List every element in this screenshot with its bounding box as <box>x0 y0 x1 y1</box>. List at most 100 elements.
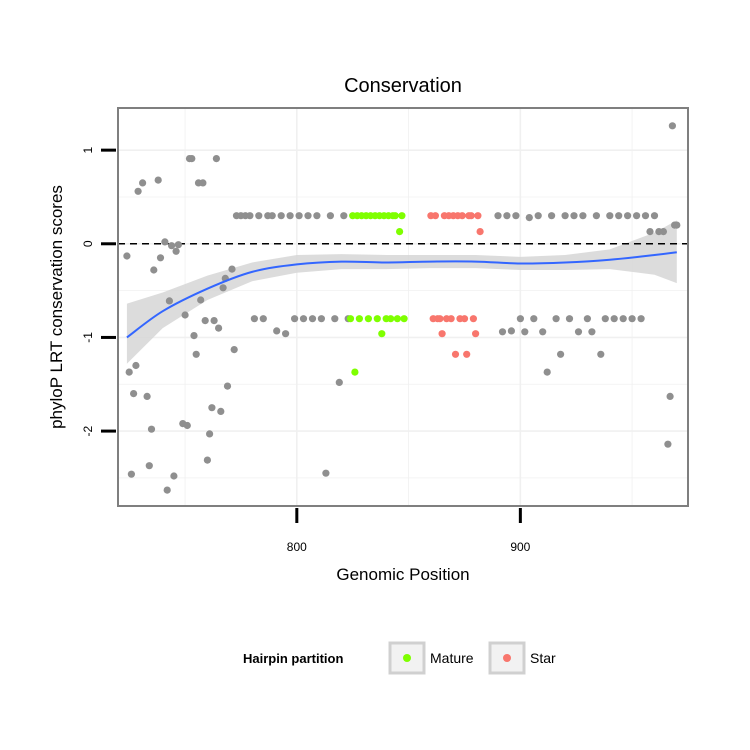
chart-title: Conservation <box>344 75 462 97</box>
x-axis: 800 900 <box>287 508 531 554</box>
point-other <box>673 221 681 229</box>
point-other <box>150 266 158 274</box>
point-mature <box>351 368 359 376</box>
point-other <box>291 315 299 323</box>
point-other <box>503 212 511 220</box>
point-other <box>203 456 211 464</box>
point-other <box>255 212 263 220</box>
point-other <box>633 212 641 220</box>
point-other <box>277 212 285 220</box>
point-other <box>637 315 645 323</box>
point-other <box>615 212 623 220</box>
point-other <box>534 212 542 220</box>
legend-entry-mature: Mature <box>388 641 474 675</box>
panel-background <box>118 108 688 506</box>
point-other <box>201 317 209 325</box>
smooth-trend-line <box>126 251 677 339</box>
point-other <box>552 315 560 323</box>
point-star <box>447 315 455 323</box>
point-star <box>469 315 477 323</box>
point-other <box>199 179 207 187</box>
point-other <box>516 315 525 323</box>
legend-title: Hairpin partition <box>243 651 343 666</box>
point-other <box>170 472 178 480</box>
point-other <box>139 179 147 187</box>
panel-border <box>117 107 689 507</box>
point-other <box>313 212 321 220</box>
point-other <box>295 212 303 220</box>
point-mature <box>398 212 406 220</box>
point-other <box>125 368 133 376</box>
point-mature <box>391 212 399 220</box>
legend-label-star: Star <box>530 650 556 666</box>
point-other <box>666 392 674 400</box>
x-axis-title: Genomic Position <box>336 565 469 584</box>
point-other <box>147 425 156 433</box>
smooth-confidence-ribbon <box>126 220 677 364</box>
point-mature <box>387 315 395 323</box>
point-star <box>467 212 475 220</box>
point-other <box>606 212 614 220</box>
y-tick-label--1: -1 <box>81 332 95 343</box>
point-star <box>474 212 482 220</box>
point-other <box>223 382 232 390</box>
point-other <box>168 242 176 250</box>
legend-dot-star <box>503 654 511 662</box>
point-other <box>322 469 330 477</box>
point-other <box>143 392 151 400</box>
point-other <box>668 122 677 130</box>
point-other <box>230 346 238 354</box>
y-tick-label--2: -2 <box>81 425 95 436</box>
point-other <box>565 315 574 323</box>
point-star <box>463 350 471 358</box>
point-other <box>512 212 520 220</box>
point-other <box>145 462 153 470</box>
point-other <box>208 404 216 412</box>
point-star <box>436 315 444 323</box>
point-other <box>163 486 171 494</box>
x-tick-label-900: 900 <box>510 540 530 554</box>
point-mature <box>373 315 381 323</box>
smooth-line-layer <box>126 251 677 339</box>
point-other <box>601 315 609 323</box>
point-other <box>259 315 267 323</box>
point-other <box>219 284 227 292</box>
points-layer <box>123 122 681 494</box>
legend-label-mature: Mature <box>430 650 474 666</box>
point-other <box>172 247 180 255</box>
point-other <box>190 332 198 340</box>
point-other <box>273 327 281 335</box>
point-other <box>570 212 578 220</box>
point-other <box>215 324 223 332</box>
point-other <box>664 440 672 448</box>
y-tick-label-1: 1 <box>81 146 95 153</box>
point-other <box>217 407 225 415</box>
smooth-ribbon-layer <box>126 220 677 364</box>
point-other <box>543 368 551 376</box>
point-other <box>548 212 556 220</box>
point-star <box>472 330 480 338</box>
point-other <box>246 212 254 220</box>
point-other <box>154 176 162 184</box>
point-star <box>431 212 439 220</box>
point-mature <box>355 315 363 323</box>
point-other <box>340 212 348 220</box>
y-axis: -2 -1 0 1 <box>81 146 116 436</box>
point-other <box>624 212 632 220</box>
point-other <box>250 315 258 323</box>
point-other <box>574 328 583 336</box>
point-mature <box>396 228 404 236</box>
point-other <box>619 315 627 323</box>
point-star <box>451 350 460 358</box>
point-mature <box>364 315 372 323</box>
point-other <box>597 350 605 358</box>
point-mature <box>346 315 355 323</box>
point-other <box>206 430 214 438</box>
point-other <box>130 390 138 398</box>
point-other <box>156 254 165 262</box>
point-other <box>304 212 312 220</box>
point-other <box>326 212 334 220</box>
point-other <box>299 315 308 323</box>
point-other <box>628 315 636 323</box>
